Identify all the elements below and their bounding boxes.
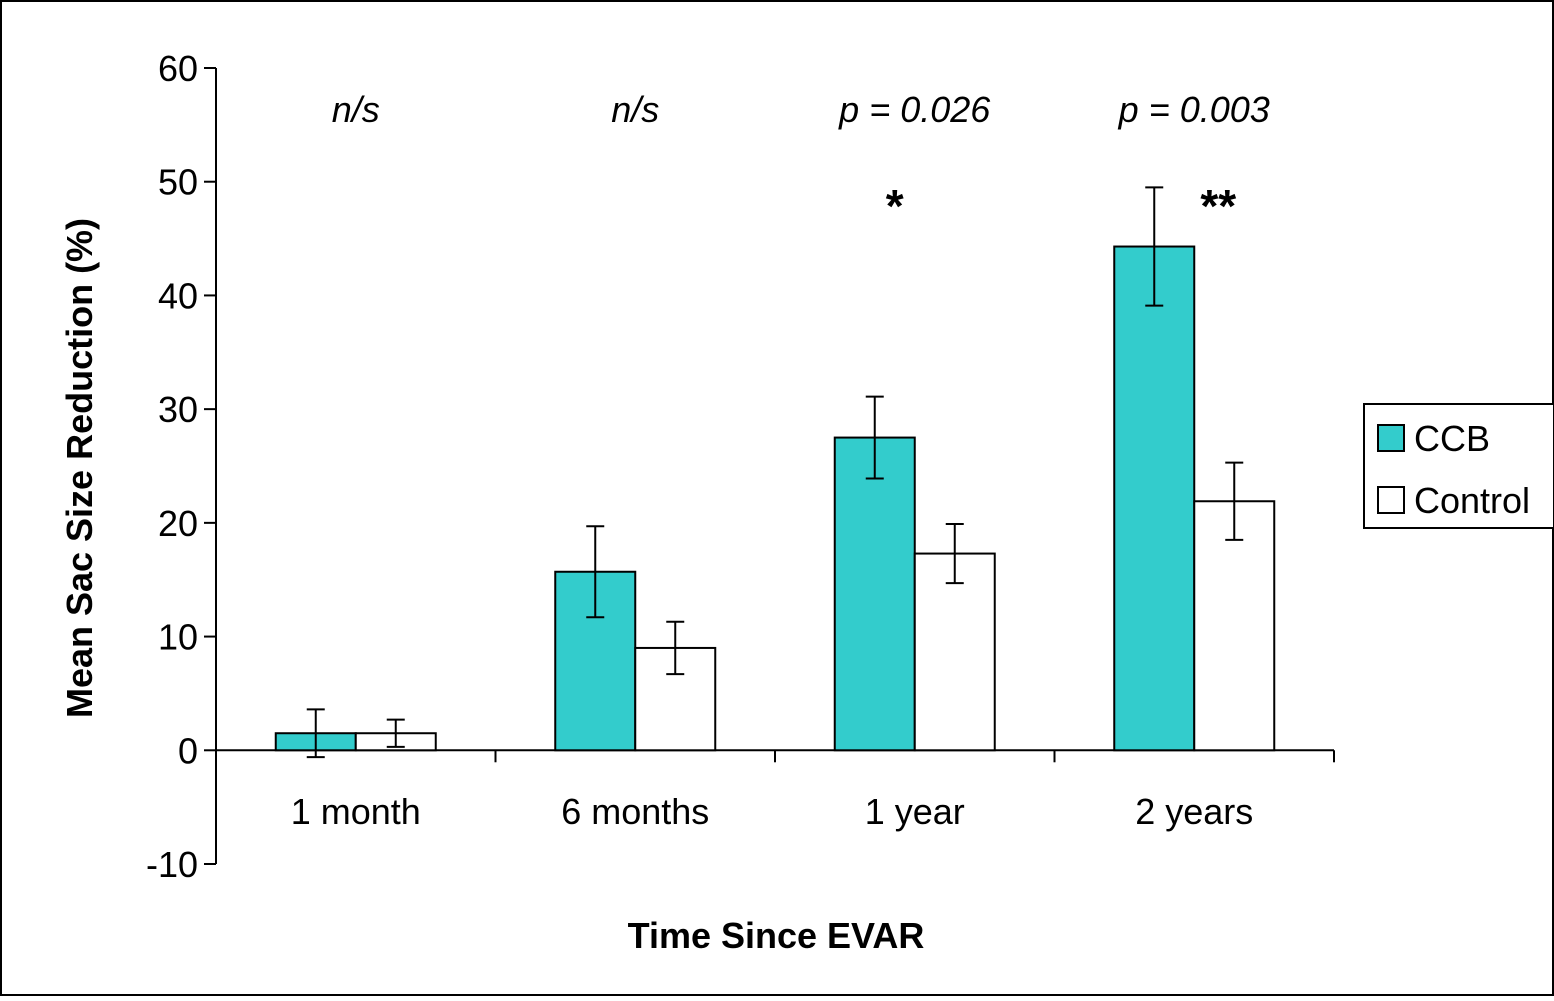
significance-marker: ** (1200, 180, 1236, 232)
y-tick-label: 30 (158, 389, 198, 430)
y-tick-label: 20 (158, 503, 198, 544)
x-axis-title: Time Since EVAR (628, 915, 925, 956)
y-tick-label: 10 (158, 617, 198, 658)
p-value-label: p = 0.003 (1118, 89, 1270, 130)
legend-swatch-ccb (1377, 424, 1405, 452)
p-value-label: n/s (611, 89, 659, 130)
legend-swatch-control (1377, 486, 1405, 514)
x-tick-label: 6 months (561, 791, 709, 832)
y-axis-title: Mean Sac Size Reduction (%) (59, 218, 100, 718)
bar-control (913, 552, 996, 752)
y-tick-label: 0 (178, 730, 198, 771)
p-value-label: p = 0.026 (838, 89, 991, 130)
p-value-label: n/s (332, 89, 380, 130)
y-tick-label: -10 (146, 844, 198, 885)
y-tick-label: 60 (158, 48, 198, 89)
x-tick-label: 1 month (291, 791, 421, 832)
y-tick-label: 50 (158, 162, 198, 203)
bar-ccb (1113, 245, 1196, 752)
plot-area: -10 0 10 20 30 40 50 60 1 month n/s 6 months n/s 1 y… (146, 48, 1335, 885)
significance-marker: * (886, 180, 904, 232)
legend: CCB Control (1363, 403, 1554, 529)
y-tick-label: 40 (158, 275, 198, 316)
bar-ccb (833, 436, 916, 752)
legend-label-control: Control (1414, 480, 1530, 521)
x-tick-label: 1 year (865, 791, 965, 832)
x-tick-label: 2 years (1135, 791, 1253, 832)
legend-label-ccb: CCB (1414, 418, 1490, 459)
